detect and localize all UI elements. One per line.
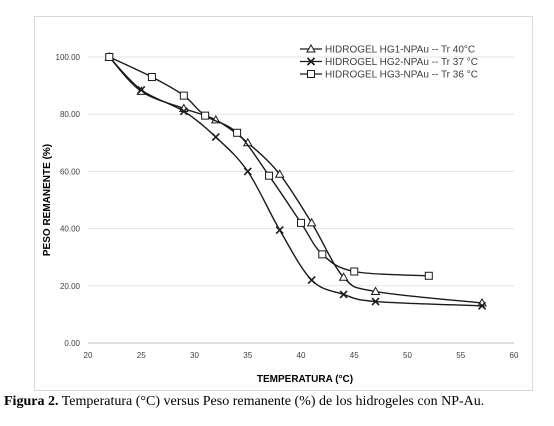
data-point-x [137, 85, 146, 94]
data-point-x [307, 276, 316, 285]
data-point-square [424, 271, 433, 280]
x-tick-label: 40 [297, 351, 306, 360]
data-point-square [105, 53, 114, 61]
legend-label: HIDROGEL HG3-NPAu -- Tr 36 °C [325, 70, 478, 81]
data-point-x [211, 133, 220, 142]
data-point-square [350, 267, 359, 276]
series-line-1 [108, 56, 483, 304]
series-line-3 [109, 56, 429, 277]
series-line-2 [108, 56, 483, 307]
x-tick-label: 45 [350, 351, 359, 360]
data-point-x [371, 297, 380, 306]
y-tick-label: 60.00 [60, 167, 81, 176]
x-tick-label: 25 [137, 351, 146, 360]
data-point-x [477, 301, 487, 310]
x-tick-label: 60 [510, 351, 519, 360]
data-point-x [179, 107, 188, 116]
data-point-square [265, 171, 274, 180]
data-point-square [318, 250, 327, 259]
data-point-x [243, 167, 252, 176]
y-tick-label: 40.00 [60, 225, 81, 234]
data-point-triangle [306, 217, 317, 227]
data-point-x [275, 225, 284, 235]
x-axis-title: TEMPERATURA (°C) [257, 374, 353, 385]
data-point-triangle [338, 272, 349, 281]
x-tick-label: 35 [243, 351, 252, 360]
y-tick-label: 80.00 [60, 110, 81, 119]
y-axis-title: PESO REMANENTE (%) [42, 144, 53, 256]
data-point-square [147, 73, 156, 82]
caption-text: Temperatura (°C) versus Peso remanente (… [58, 394, 485, 409]
x-tick-label: 55 [456, 351, 465, 360]
data-point-x [339, 290, 348, 299]
caption-label: Figura 2. [4, 394, 59, 409]
data-point-square [233, 128, 242, 137]
line-chart: 0.00 20.00 40.00 60.00 80.00 100.00 20 25 30 35 40… [42, 43, 519, 385]
data-point-square [297, 218, 305, 227]
legend-label: HIDROGEL HG2-NPAu -- Tr 37 °C [325, 57, 478, 68]
data-point-square [201, 111, 210, 120]
legend-marker-triangle [306, 43, 316, 53]
y-tick-label: 0.00 [64, 339, 80, 348]
y-tick-label: 20.00 [60, 282, 81, 291]
x-tick-label: 50 [403, 351, 412, 360]
x-tick-label: 20 [84, 351, 93, 360]
figure-caption: Figura 2. Temperatura (°C) versus Peso r… [4, 394, 552, 410]
x-tick-label: 30 [190, 351, 199, 360]
y-tick-label: 100.00 [56, 53, 81, 62]
legend-marker-square [307, 70, 315, 78]
legend-marker-x [306, 57, 316, 66]
chart-frame [34, 16, 533, 391]
data-point-triangle [274, 169, 285, 178]
data-point-triangle [370, 286, 381, 296]
legend-label: HIDROGEL HG1-NPAu -- Tr 40°C [325, 45, 475, 56]
data-point-square [179, 91, 188, 100]
